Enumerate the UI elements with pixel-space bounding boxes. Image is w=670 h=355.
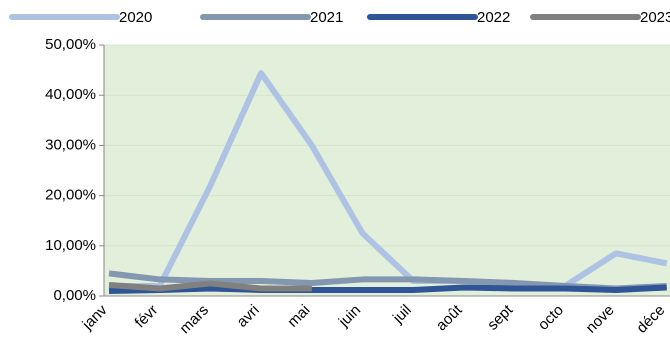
x-tick-label: juin	[335, 302, 364, 331]
x-tick-label: janv	[78, 301, 111, 334]
legend-label: 2022	[477, 9, 510, 26]
y-tick-label: 40,00%	[45, 86, 96, 103]
x-tick-label: octo	[535, 302, 567, 334]
x-tick-label: sept	[484, 301, 517, 334]
x-tick-label: avri	[234, 302, 263, 331]
y-tick-label: 10,00%	[45, 237, 96, 254]
x-tick-label: févr	[132, 302, 162, 332]
x-tick-label: août	[433, 301, 466, 334]
series-line	[109, 70, 668, 289]
x-tick-label: déce	[633, 302, 668, 337]
legend-label: 2021	[310, 9, 343, 26]
legend-label: 2020	[119, 9, 152, 26]
x-tick-label: juil	[389, 302, 415, 328]
y-tick-label: 0,00%	[53, 287, 96, 304]
x-tick-label: mars	[176, 302, 212, 338]
y-tick-label: 50,00%	[45, 36, 96, 53]
series-line	[108, 284, 667, 294]
x-tick-label: nove	[583, 302, 618, 337]
y-tick-label: 20,00%	[45, 187, 96, 204]
series-line	[108, 280, 312, 292]
x-tick-label: mai	[284, 302, 313, 331]
y-tick-label: 30,00%	[45, 136, 96, 153]
legend-label: 2023	[640, 9, 670, 26]
